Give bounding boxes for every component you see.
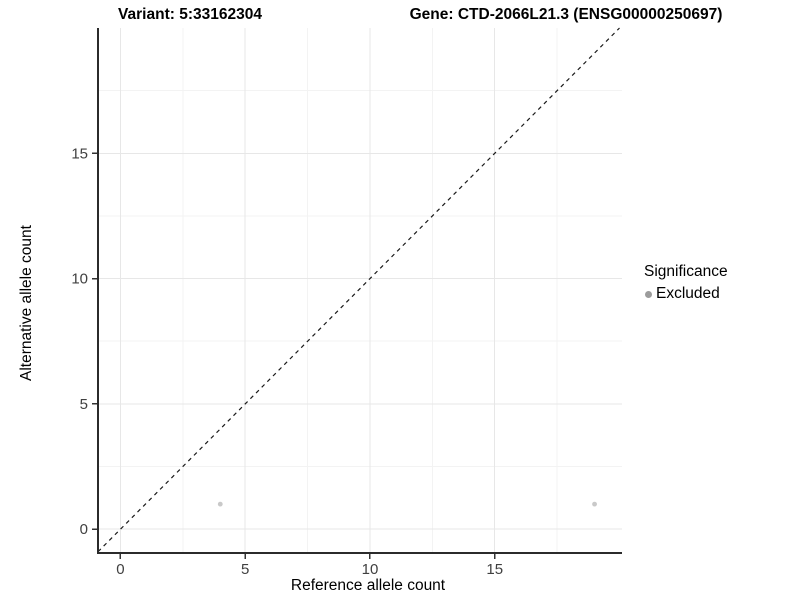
legend: Significance Excluded: [644, 263, 728, 303]
svg-text:10: 10: [362, 561, 379, 578]
data-point: [592, 501, 597, 507]
grid-major: [98, 28, 622, 553]
svg-text:15: 15: [71, 145, 88, 162]
y-axis-title: Alternative allele count: [18, 225, 35, 381]
tick-labels: 0 5 10 15 0 5 10 15: [71, 145, 503, 578]
legend-entry-excluded: Excluded: [644, 285, 728, 303]
data-points: [217, 501, 597, 507]
identity-line: [97, 27, 620, 553]
svg-text:10: 10: [71, 271, 88, 288]
plot-title-variant: Variant: 5:33162304: [118, 6, 262, 23]
plot-title-gene: Gene: CTD-2066L21.3 (ENSG00000250697): [409, 6, 723, 23]
svg-text:5: 5: [241, 561, 249, 578]
x-axis-title: Reference allele count: [290, 577, 446, 594]
svg-text:0: 0: [116, 561, 124, 578]
legend-title: Significance: [644, 263, 728, 280]
legend-entry-label: Excluded: [656, 285, 720, 302]
data-point: [217, 501, 223, 507]
svg-text:0: 0: [80, 521, 88, 538]
grid-minor: [98, 28, 622, 553]
axis-lines: [97, 28, 622, 554]
legend-point-icon: [645, 290, 652, 298]
axis-ticks: [92, 152, 496, 559]
svg-text:15: 15: [486, 561, 503, 578]
svg-text:5: 5: [80, 396, 88, 413]
